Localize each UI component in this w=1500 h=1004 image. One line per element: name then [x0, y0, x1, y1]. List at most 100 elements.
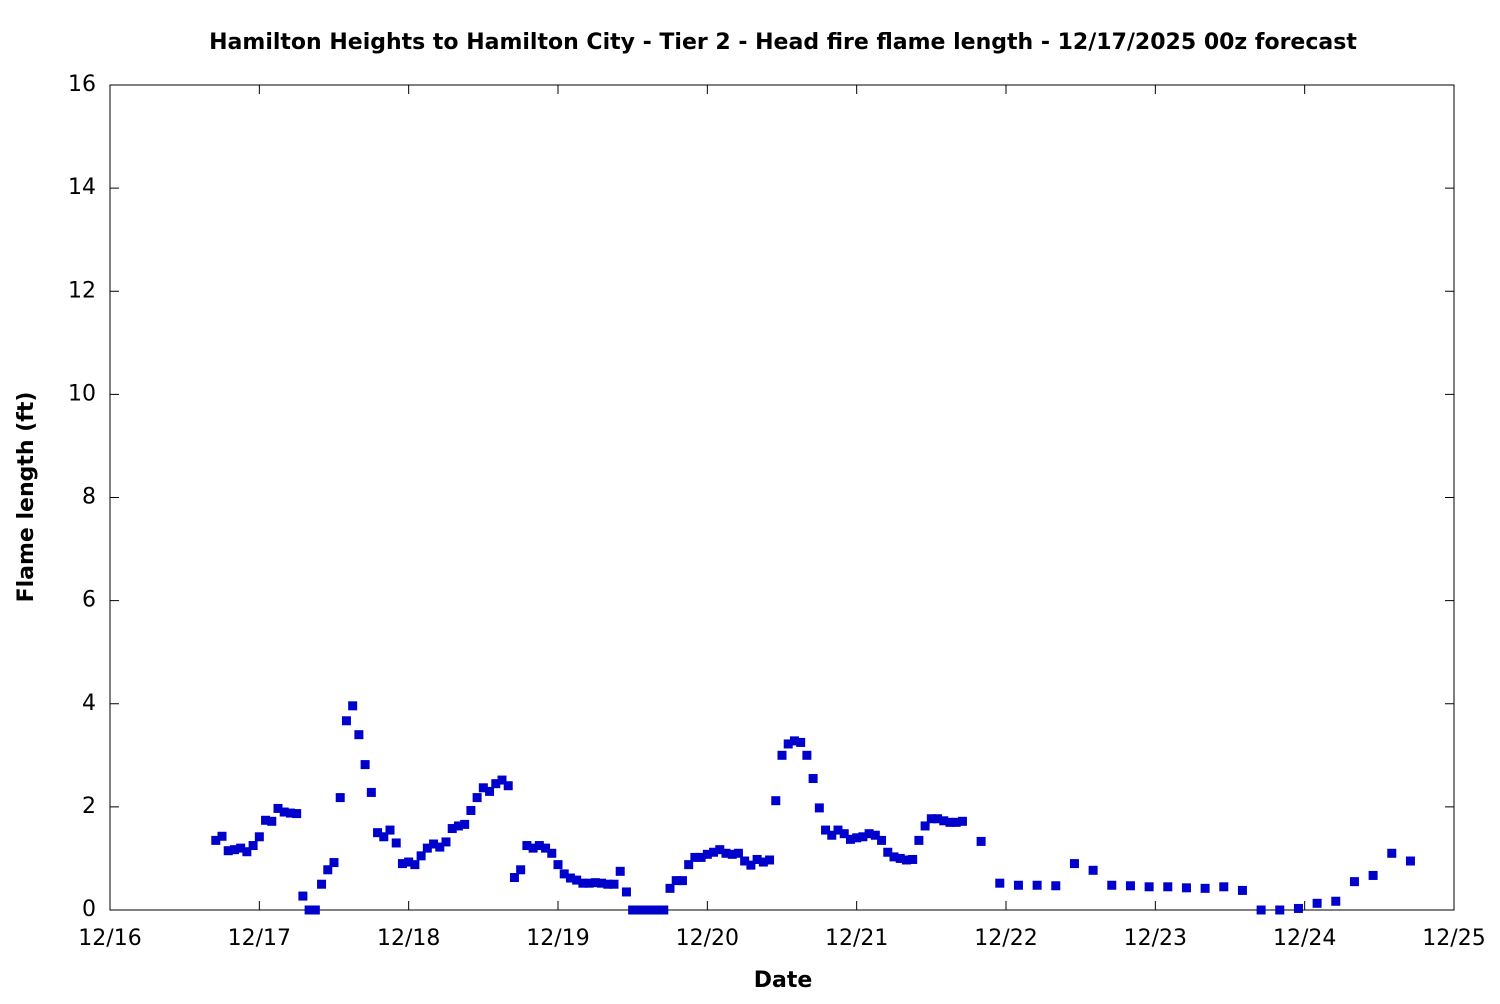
data-point [1349, 877, 1359, 887]
x-tick-label: 12/24 [1273, 926, 1336, 951]
data-point [348, 701, 358, 711]
data-point [472, 793, 482, 803]
data-point [304, 905, 314, 915]
data-point [677, 876, 687, 886]
x-tick-label: 12/25 [1422, 926, 1485, 951]
data-point [1387, 848, 1397, 858]
x-tick-label: 12/21 [825, 926, 888, 951]
data-point [665, 883, 675, 893]
data-point [1107, 880, 1117, 890]
data-point [827, 830, 837, 840]
data-point [771, 796, 781, 806]
data-point [503, 781, 513, 791]
data-point [684, 860, 694, 870]
data-point [273, 803, 283, 813]
data-point [460, 819, 470, 829]
data-point [702, 849, 712, 859]
data-point [883, 847, 893, 857]
data-point [242, 847, 252, 857]
data-point [317, 879, 327, 889]
data-point [864, 829, 874, 839]
data-point [951, 817, 961, 827]
data-point [721, 848, 731, 858]
data-point [852, 833, 862, 843]
data-point [379, 832, 389, 842]
data-point [323, 865, 333, 875]
data-point [584, 878, 594, 888]
data-point [802, 750, 812, 760]
y-axis-label: Flame length (ft) [14, 392, 39, 603]
y-tick-label: 8 [82, 485, 96, 510]
data-point [833, 825, 843, 835]
x-tick-label: 12/19 [526, 926, 589, 951]
y-tick-label: 16 [68, 72, 96, 97]
data-point [1368, 870, 1378, 880]
data-point [808, 774, 818, 784]
y-tick-label: 4 [82, 691, 96, 716]
data-point [727, 849, 737, 859]
data-point [821, 825, 831, 835]
y-tick-label: 12 [68, 278, 96, 303]
data-point [267, 816, 277, 826]
data-point [435, 842, 445, 852]
data-point [640, 905, 650, 915]
data-point [335, 793, 345, 803]
x-tick-label: 12/16 [78, 926, 141, 951]
data-point [945, 817, 955, 827]
y-tick-label: 14 [68, 175, 96, 200]
data-point [354, 730, 364, 740]
x-tick-label: 12/23 [1124, 926, 1187, 951]
data-point [796, 737, 806, 747]
data-point [485, 786, 495, 796]
data-point [1312, 898, 1322, 908]
data-point [839, 829, 849, 839]
data-point [671, 876, 681, 886]
data-point [578, 878, 588, 888]
data-point [441, 837, 451, 847]
data-point [733, 848, 743, 858]
x-axis-label: Date [754, 968, 813, 993]
data-point [478, 783, 488, 793]
data-point [310, 905, 320, 915]
data-point [709, 847, 719, 857]
y-tick-label: 2 [82, 794, 96, 819]
data-point [1069, 859, 1079, 869]
plot-frame [109, 84, 1455, 911]
data-point [397, 859, 407, 869]
data-point [366, 787, 376, 797]
data-point [528, 843, 538, 853]
data-point [248, 841, 258, 851]
data-point [659, 905, 669, 915]
data-point [360, 760, 370, 770]
data-point [1013, 880, 1023, 890]
y-tick-label: 6 [82, 588, 96, 613]
data-point [1405, 856, 1415, 866]
data-point [634, 905, 644, 915]
data-point [914, 835, 924, 845]
data-point [522, 841, 532, 851]
data-point [1163, 882, 1173, 892]
data-point [261, 815, 271, 825]
data-point [1144, 882, 1154, 892]
data-point [1125, 881, 1135, 891]
data-point [603, 879, 613, 889]
data-point [976, 836, 986, 846]
data-point [1200, 883, 1210, 893]
data-point [373, 828, 383, 838]
data-point [285, 808, 295, 818]
data-point [590, 878, 600, 888]
data-point [1275, 905, 1285, 915]
data-point [615, 866, 625, 876]
data-point [559, 869, 569, 879]
data-point [653, 905, 663, 915]
data-point [870, 830, 880, 840]
data-point [422, 843, 432, 853]
data-point [752, 854, 762, 864]
data-point [758, 857, 768, 867]
data-point [211, 835, 221, 845]
data-point [715, 845, 725, 855]
data-point [254, 832, 264, 842]
data-point [1088, 865, 1098, 875]
data-point [1256, 905, 1266, 915]
data-point [404, 857, 414, 867]
